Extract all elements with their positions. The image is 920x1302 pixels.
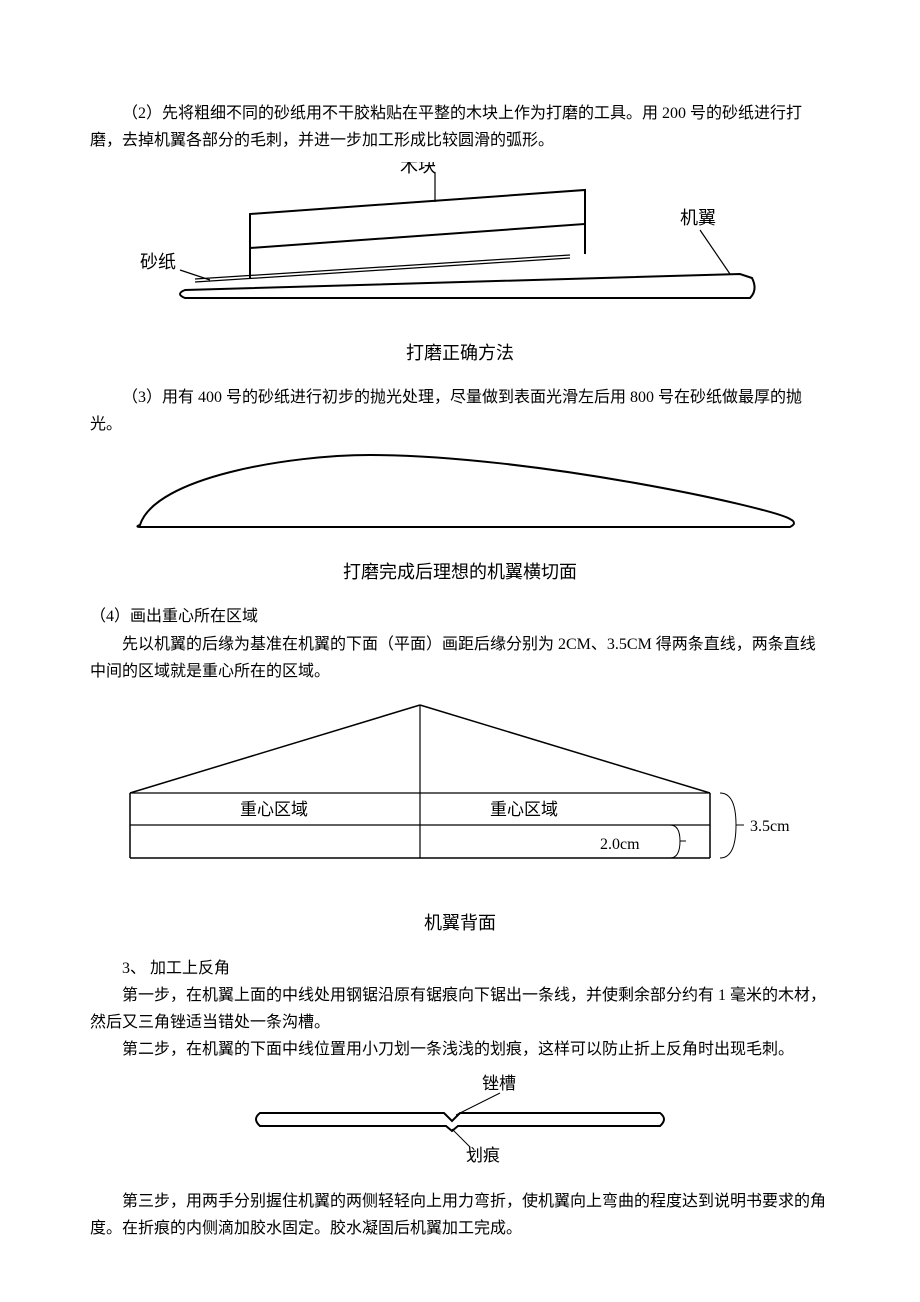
label-notch-bottom: 划痕 <box>466 1146 500 1165</box>
paragraph-4: 先以机翼的后缘为基准在机翼的下面（平面）画距后缘分别为 2CM、3.5CM 得两… <box>90 631 830 685</box>
figure-sanding-svg: 木块 机翼 砂纸 <box>140 162 780 322</box>
figure-airfoil-caption: 打磨完成后理想的机翼横切面 <box>90 557 830 588</box>
figure-cg-svg: 重心区域 重心区域 2.0cm 3.5cm <box>90 693 830 893</box>
figure-airfoil: 打磨完成后理想的机翼横切面 <box>90 447 830 588</box>
heading-4: （4）画出重心所在区域 <box>90 603 830 630</box>
section-3-step1: 第一步，在机翼上面的中线处用钢锯沿原有锯痕向下锯出一条线，并使剩余部分约有 1 … <box>90 982 830 1036</box>
figure-cg-caption: 机翼背面 <box>90 908 830 939</box>
document-page: （2）先将粗细不同的砂纸用不干胶粘贴在平整的木块上作为打磨的工具。用 200 号… <box>0 0 920 1302</box>
figure-sanding: 木块 机翼 砂纸 打磨正确方法 <box>90 162 830 368</box>
section-3-step3: 第三步，用两手分别握住机翼的两侧轻轻向上用力弯折，使机翼向上弯曲的程度达到说明书… <box>90 1188 830 1242</box>
paragraph-3: （3）用有 400 号的砂纸进行初步的抛光处理，尽量做到表面光滑左后用 800 … <box>90 384 830 438</box>
label-notch-top: 锉槽 <box>482 1074 516 1093</box>
dim-outer: 3.5cm <box>750 818 790 835</box>
paragraph-2: （2）先将粗细不同的砂纸用不干胶粘贴在平整的木块上作为打磨的工具。用 200 号… <box>90 100 830 154</box>
label-cg-left: 重心区域 <box>240 800 308 819</box>
figure-notch-svg: 锉槽 划痕 <box>220 1071 700 1166</box>
section-3-step2: 第二步，在机翼的下面中线位置用小刀划一条浅浅的划痕，这样可以防止折上反角时出现毛… <box>90 1036 830 1063</box>
figure-cg-zone: 重心区域 重心区域 2.0cm 3.5cm 机翼背面 <box>90 693 830 939</box>
label-cg-right: 重心区域 <box>490 800 558 819</box>
figure-sanding-caption: 打磨正确方法 <box>90 338 830 369</box>
dim-inner: 2.0cm <box>600 836 640 853</box>
label-sandpaper: 砂纸 <box>140 252 176 272</box>
label-block: 木块 <box>400 162 436 176</box>
label-wing: 机翼 <box>680 208 716 228</box>
figure-notch: 锉槽 划痕 <box>90 1071 830 1175</box>
section-3-title: 3、 加工上反角 <box>90 955 830 982</box>
figure-airfoil-svg <box>110 447 810 542</box>
